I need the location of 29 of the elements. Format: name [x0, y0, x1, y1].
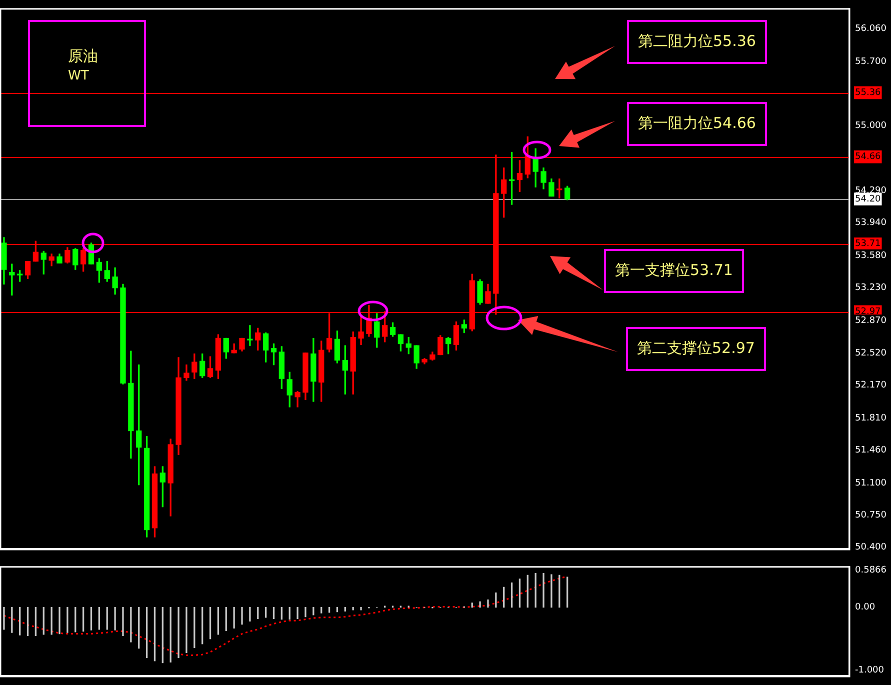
y-tick-label: 56.060 — [855, 24, 887, 34]
y-tick-label: 50.750 — [855, 510, 887, 520]
y-tick-label: -1.000 — [855, 666, 884, 676]
y-tick-label: 53.940 — [855, 218, 887, 228]
y-tick-label: 51.810 — [855, 413, 887, 424]
y-tick-label: 51.100 — [855, 478, 887, 488]
ref-line-label: 第二支撑位52.97 — [637, 338, 755, 357]
y-tick-label: 53.580 — [855, 251, 887, 262]
ref-line-label: 第一阻力位54.66 — [638, 114, 756, 132]
y-tick-label: 55.000 — [855, 121, 887, 132]
y-tick-label: 52.170 — [855, 380, 887, 390]
annotation: WT — [68, 68, 89, 84]
ref-line-label: 第二阻力位55.36 — [638, 32, 756, 50]
y-tick-label: 54.66 — [855, 152, 882, 162]
y-tick-label: 55.36 — [855, 88, 882, 98]
y-tick-label: 0.5866 — [855, 566, 887, 576]
y-tick-label: 52.97 — [855, 307, 881, 318]
y-tick-label: 50.400 — [855, 542, 887, 553]
candlestick — [247, 325, 253, 346]
y-tick-label: 52.870 — [855, 316, 887, 326]
y-tick-label: 53.230 — [855, 283, 887, 294]
y-tick-label: 54.20 — [855, 194, 882, 204]
y-tick-label: 51.460 — [855, 445, 887, 456]
ref-line-label: 第一支撑位53.71 — [615, 260, 733, 279]
y-tick-label: 52.520 — [855, 348, 887, 358]
annotation: 原油 — [68, 46, 98, 65]
y-tick-label: 0.00 — [855, 602, 876, 613]
y-tick-label: 53.71 — [855, 239, 881, 250]
y-tick-label: 55.700 — [855, 56, 887, 67]
